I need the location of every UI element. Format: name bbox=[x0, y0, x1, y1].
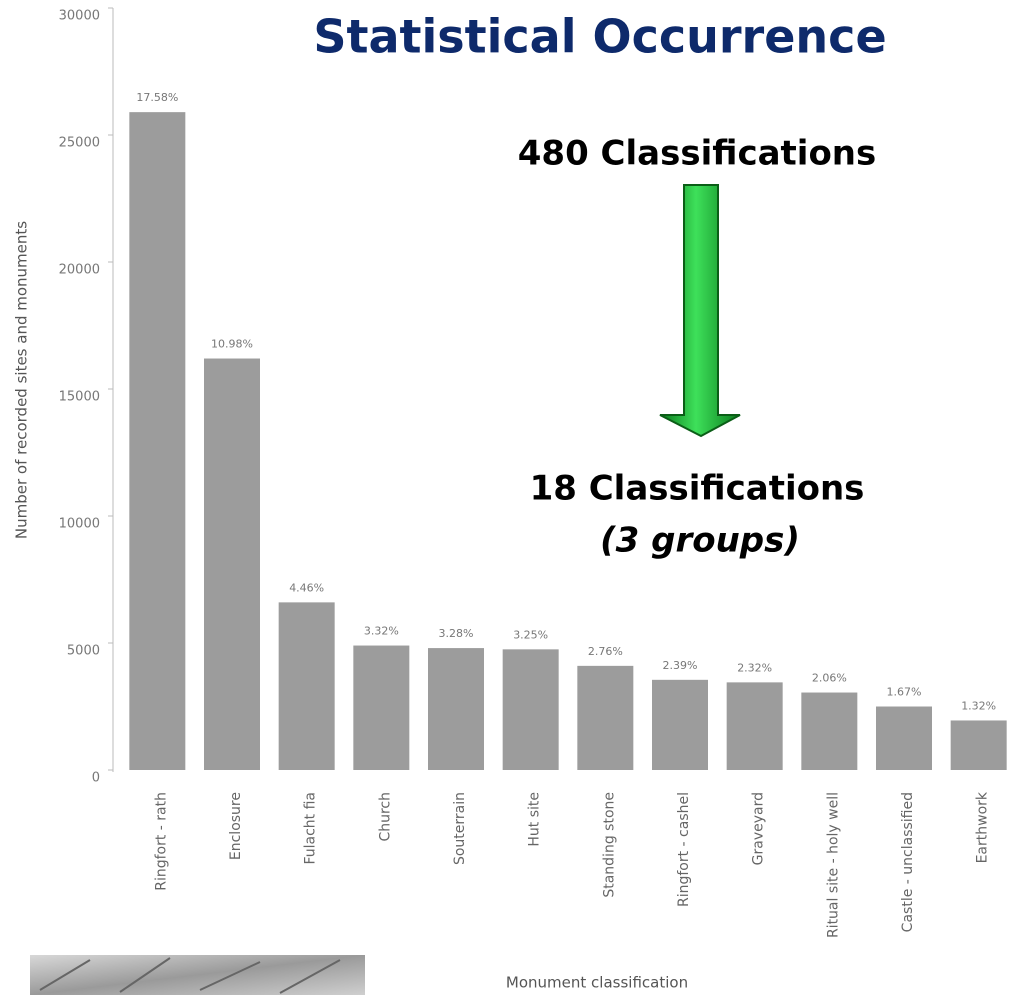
bar bbox=[129, 112, 185, 770]
bar bbox=[279, 602, 335, 770]
x-tick-label: Castle - unclassified bbox=[900, 792, 916, 932]
annotation: 18 Classifications bbox=[530, 469, 865, 509]
y-tick-label: 20000 bbox=[59, 263, 100, 278]
bar bbox=[801, 693, 857, 770]
annotation: 480 Classifications bbox=[518, 134, 877, 174]
bar-percent-label: 1.32% bbox=[961, 699, 996, 712]
y-tick-label: 15000 bbox=[59, 390, 100, 405]
bar bbox=[652, 680, 708, 770]
slide: Statistical Occurrence 480 Classificatio… bbox=[0, 0, 1020, 995]
bar bbox=[951, 720, 1007, 770]
bar bbox=[503, 649, 559, 770]
bar bbox=[577, 666, 633, 770]
bar-percent-label: 2.32% bbox=[737, 661, 772, 674]
x-tick-label: Enclosure bbox=[228, 792, 244, 860]
bar-percent-label: 3.28% bbox=[439, 627, 474, 640]
x-tick-label: Graveyard bbox=[751, 792, 767, 865]
bar bbox=[727, 682, 783, 770]
x-tick-label: Church bbox=[377, 792, 393, 842]
bar-percent-label: 4.46% bbox=[289, 581, 324, 594]
down-arrow bbox=[660, 185, 740, 436]
x-tick-label: Hut site bbox=[527, 792, 543, 847]
bar-percent-label: 10.98% bbox=[211, 338, 253, 351]
x-tick-label: Ritual site - holy well bbox=[825, 792, 841, 938]
x-tick-label: Ringfort - rath bbox=[153, 792, 169, 891]
bar-percent-label: 2.06% bbox=[812, 672, 847, 685]
y-tick-label: 0 bbox=[92, 771, 100, 786]
bar-percent-label: 3.32% bbox=[364, 625, 399, 638]
y-axis-title: Number of recorded sites and monuments bbox=[13, 221, 31, 539]
y-tick-label: 10000 bbox=[59, 517, 100, 532]
x-tick-label: Fulacht fia bbox=[303, 792, 319, 865]
bar bbox=[428, 648, 484, 770]
y-tick-label: 5000 bbox=[67, 644, 100, 659]
y-tick-label: 30000 bbox=[59, 9, 100, 24]
x-tick-label: Earthwork bbox=[975, 791, 991, 863]
bar-percent-label: 17.58% bbox=[136, 91, 178, 104]
x-tick-label: Ringfort - cashel bbox=[676, 792, 692, 907]
x-tick-label: Standing stone bbox=[601, 792, 617, 898]
bar-percent-label: 1.67% bbox=[887, 686, 922, 699]
x-axis-title: Monument classification bbox=[506, 974, 688, 992]
x-tick-label: Souterrain bbox=[452, 792, 468, 865]
bar bbox=[876, 707, 932, 771]
slide-title: Statistical Occurrence bbox=[313, 10, 886, 64]
bar bbox=[204, 359, 260, 770]
bar-percent-label: 2.76% bbox=[588, 645, 623, 658]
bar-percent-label: 2.39% bbox=[663, 659, 698, 672]
annotation: (3 groups) bbox=[600, 521, 800, 561]
bar bbox=[353, 646, 409, 770]
bar-percent-label: 3.25% bbox=[513, 628, 548, 641]
y-tick-label: 25000 bbox=[59, 136, 100, 151]
